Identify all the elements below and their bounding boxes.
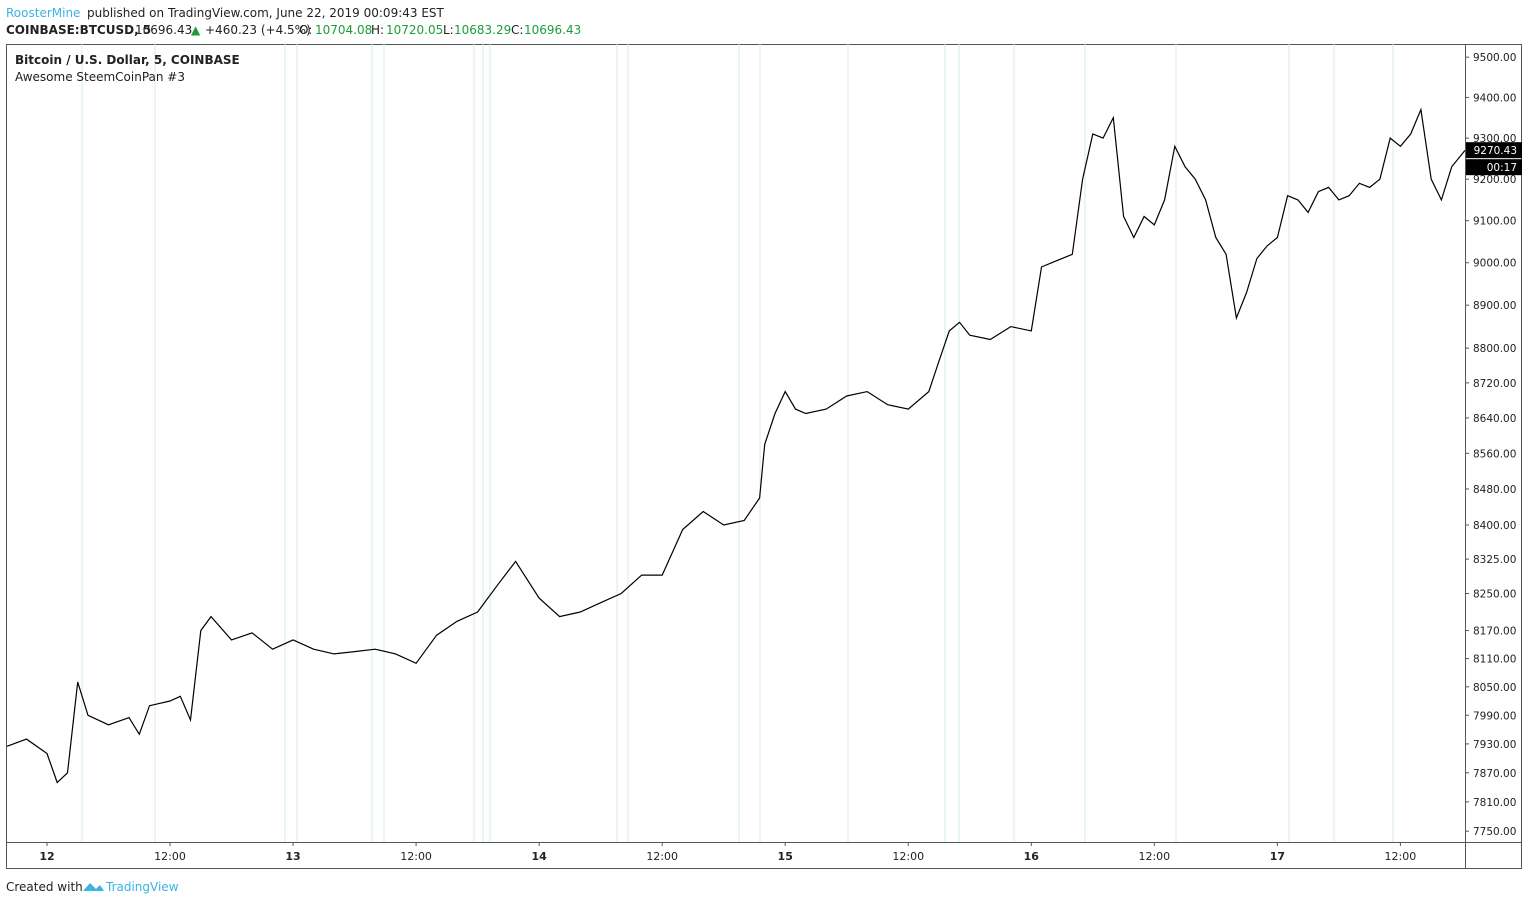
change: +460.23 (+4.5%): [205, 23, 311, 37]
y-tick-label: 8640.00: [1473, 413, 1516, 425]
l-label: L:: [443, 23, 454, 37]
y-tick-label: 7990.00: [1473, 710, 1516, 722]
author[interactable]: RoosterMine: [6, 6, 80, 20]
x-tick-label: 12:00: [892, 850, 924, 863]
chart-frame: [6, 44, 1522, 869]
x-tick-label: 17: [1270, 850, 1285, 863]
countdown-box: [1466, 159, 1522, 176]
c-label: C:: [511, 23, 523, 37]
y-tick-label: 8720.00: [1473, 378, 1516, 390]
y-tick-label: 8325.00: [1473, 554, 1516, 566]
y-tick-label: 9200.00: [1473, 174, 1516, 186]
open: 10704.08: [315, 23, 372, 37]
y-tick-label: 7810.00: [1473, 797, 1516, 809]
brand-logo: [83, 883, 104, 891]
y-tick-label: 8110.00: [1473, 654, 1516, 666]
published: published on TradingView.com, June 22, 2…: [87, 6, 445, 20]
y-tick-label: 8050.00: [1473, 682, 1516, 694]
symbol: COINBASE:BTCUSD, 5: [6, 23, 151, 37]
arrow: ▲: [191, 23, 201, 37]
h-label: H:: [371, 23, 384, 37]
y-tick-label: 9500.00: [1473, 52, 1516, 64]
y-tick-label: 9300.00: [1473, 133, 1516, 145]
x-tick-label: 12:00: [646, 850, 678, 863]
y-tick-label: 8250.00: [1473, 589, 1516, 601]
close: 10696.43: [524, 23, 581, 37]
x-tick-label: 12:00: [154, 850, 186, 863]
y-tick-label: 8900.00: [1473, 300, 1516, 312]
y-tick-label: 7750.00: [1473, 826, 1516, 838]
y-tick-label: 8560.00: [1473, 448, 1516, 460]
y-tick-label: 9000.00: [1473, 258, 1516, 270]
x-tick-label: 15: [778, 850, 793, 863]
o-label: O:: [299, 23, 312, 37]
footer-brand[interactable]: TradingView: [105, 880, 179, 894]
y-tick-label: 9100.00: [1473, 216, 1516, 228]
x-tick-label: 12: [39, 850, 54, 863]
session-lines: [81, 44, 1394, 842]
low: 10683.29: [454, 23, 511, 37]
x-tick-label: 14: [531, 850, 547, 863]
y-tick-label: 7870.00: [1473, 768, 1516, 780]
y-tick-label: 8400.00: [1473, 520, 1516, 532]
chart-title: Bitcoin / U.S. Dollar, 5, COINBASE: [15, 53, 240, 67]
y-tick-label: 9400.00: [1473, 92, 1516, 104]
y-tick-label: 7930.00: [1473, 739, 1516, 751]
high: 10720.05: [386, 23, 443, 37]
chart-subtitle: Awesome SteemCoinPan #3: [15, 70, 185, 84]
countdown: 00:17: [1487, 162, 1517, 174]
y-tick-label: 8800.00: [1473, 343, 1516, 355]
footer-created: Created with: [6, 880, 83, 894]
y-tick-label: 8170.00: [1473, 626, 1516, 638]
last-price-box: [1466, 142, 1522, 159]
last-price: 9270.43: [1474, 145, 1517, 157]
x-tick-label: 12:00: [400, 850, 432, 863]
x-tick-label: 13: [285, 850, 300, 863]
x-tick-label: 16: [1024, 850, 1040, 863]
y-tick-label: 8480.00: [1473, 484, 1516, 496]
price-line: [6, 107, 1466, 784]
price: 10696.43: [135, 23, 192, 37]
x-tick-label: 12:00: [1385, 850, 1417, 863]
x-tick-label: 12:00: [1138, 850, 1170, 863]
